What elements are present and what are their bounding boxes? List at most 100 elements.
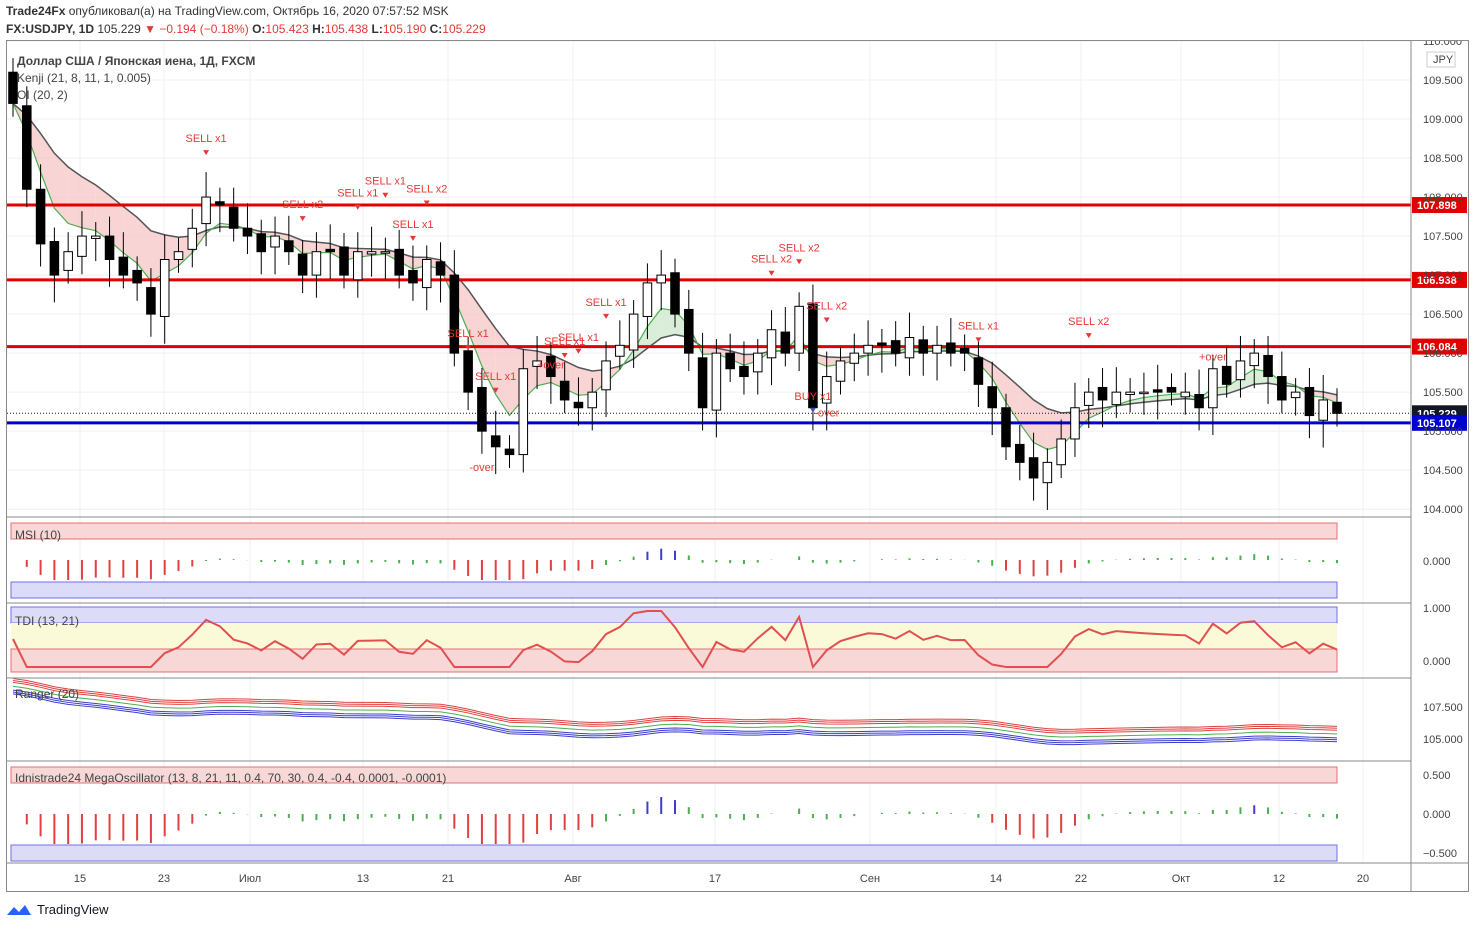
cloud-segment <box>1240 369 1255 390</box>
msi-upper-zone <box>10 522 1338 540</box>
candle-body <box>890 340 901 354</box>
candle-body <box>132 269 142 284</box>
cloud-segment <box>495 328 510 416</box>
o-label: O: <box>252 22 266 36</box>
tradingview-logo-icon <box>7 904 31 915</box>
y-tick-label: 107.500 <box>1423 231 1463 243</box>
candle-body <box>532 360 542 367</box>
signal-arrow-icon <box>423 200 430 206</box>
currency-badge <box>1426 51 1456 68</box>
publisher-name[interactable]: Trade24Fx <box>6 4 66 18</box>
price-label: 106.084 <box>1417 342 1458 354</box>
signal-label: SELL x1 <box>558 332 599 344</box>
candle-body <box>22 105 32 190</box>
mega-upper-zone <box>10 766 1338 784</box>
candle-body <box>725 352 735 370</box>
candle-body <box>1277 376 1287 401</box>
publish-info: Trade24Fx опубликовал(а) на TradingView.… <box>6 4 449 18</box>
signal-label: SELL x1 <box>185 133 226 145</box>
candle-body <box>1263 354 1273 378</box>
footer[interactable]: TradingView <box>6 902 109 917</box>
candle-body <box>1221 365 1232 385</box>
tdi-tick-1: 1.000 <box>1423 603 1451 615</box>
candle-body <box>1028 457 1039 479</box>
candle-body <box>477 386 487 432</box>
candle-body <box>697 357 708 409</box>
signal-label: SELL x2 <box>406 183 447 195</box>
cloud-segment <box>661 308 675 339</box>
candle-body <box>325 248 335 253</box>
y-tick-label: 105.500 <box>1423 387 1463 399</box>
y-tick-label: 105.000 <box>1423 426 1463 438</box>
candle-body <box>752 352 763 373</box>
signal-label: SELL x1 <box>475 371 516 383</box>
price-label-bg <box>1412 414 1467 431</box>
cloud-segment <box>95 185 110 241</box>
candle-body <box>656 274 666 284</box>
candle-body <box>628 313 639 351</box>
candle-body <box>877 342 887 346</box>
cloud-segment <box>68 167 82 228</box>
candle-body <box>187 227 198 250</box>
candle-body <box>987 386 997 409</box>
o-value: 105.423 <box>265 22 309 36</box>
signal-arrow-icon <box>354 204 361 210</box>
msi-title: MSI (10) <box>15 528 61 542</box>
h-label: H: <box>312 22 325 36</box>
candle-body <box>1290 391 1301 399</box>
candle-body <box>311 251 322 276</box>
signal-arrow-icon <box>575 348 582 354</box>
candle-body <box>1332 401 1342 414</box>
candle-body <box>1097 386 1108 401</box>
main-title: Доллар США / Японская иена, 1Д, FXCM <box>17 54 255 68</box>
signal-label: SELL x1 <box>448 328 489 340</box>
l-label: L: <box>371 22 383 36</box>
candle-body <box>215 201 225 206</box>
mega-lower-zone <box>10 844 1338 862</box>
price-label-bg <box>1412 197 1467 214</box>
ranger-line <box>12 693 1338 746</box>
x-tick-label: 21 <box>442 873 454 885</box>
y-tick-label: 110.000 <box>1423 41 1462 48</box>
candle-body <box>1083 391 1094 406</box>
candle-body <box>821 376 832 404</box>
candle-body <box>256 233 267 253</box>
y-tick-label: 107.000 <box>1423 270 1463 282</box>
y-tick-label: 109.500 <box>1423 75 1463 87</box>
chart-frame[interactable]: 107.898 106.938 106.084 105.229 105.107 SELL… <box>6 40 1469 892</box>
candle-body <box>228 206 239 229</box>
candle-body <box>1152 389 1163 393</box>
signal-label: SELL x1 <box>585 297 626 309</box>
candle-body <box>394 248 404 276</box>
candle-body <box>946 342 956 354</box>
candle-body <box>63 251 73 271</box>
y-tick-label: 104.500 <box>1423 465 1463 477</box>
cloud-segment <box>137 217 151 282</box>
candle-body <box>1139 391 1149 395</box>
cloud-segment <box>54 153 69 224</box>
x-tick-label: Сен <box>860 873 880 885</box>
candle-body <box>670 272 680 315</box>
ranger-tick-107: 107.500 <box>1423 702 1463 714</box>
signal-arrow-icon <box>561 352 568 358</box>
symbol: FX:USDJPY, 1D <box>6 22 95 36</box>
signal-arrow-icon <box>796 259 803 265</box>
candle-body <box>973 357 984 385</box>
x-tick-label: Авг <box>564 873 581 885</box>
candle-body <box>8 71 18 104</box>
cloud-segment <box>647 308 662 349</box>
candle-body <box>1125 391 1135 395</box>
msi-tick-0: 0.000 <box>1423 556 1451 568</box>
x-tick-label: 13 <box>357 873 369 885</box>
candle-body <box>35 188 46 245</box>
price-label: 107.898 <box>1417 200 1457 212</box>
x-tick-label: Окт <box>1172 873 1191 885</box>
signal-label: SELL x1 <box>958 320 999 332</box>
candle-body <box>1249 352 1260 367</box>
candle-body <box>118 256 129 276</box>
candle-body <box>421 258 432 289</box>
candle-body <box>1235 360 1246 381</box>
candle-body <box>918 339 929 354</box>
signal-arrow-icon <box>382 192 389 198</box>
